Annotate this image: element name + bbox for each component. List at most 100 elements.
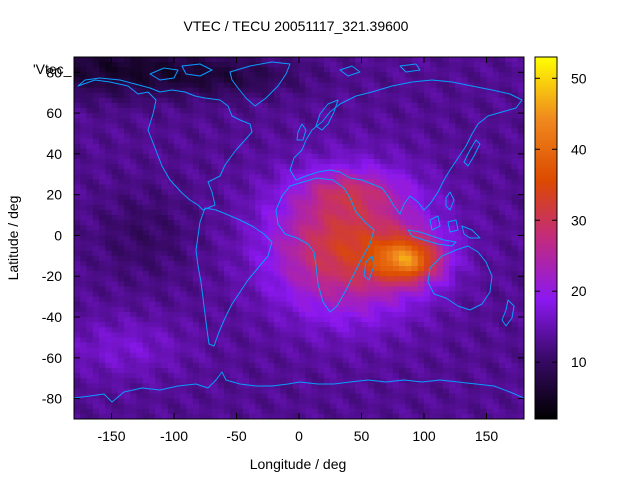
heatmap-cell xyxy=(99,194,106,201)
heatmap-cell xyxy=(492,403,500,410)
heatmap-cell xyxy=(292,194,300,201)
heatmap-cell xyxy=(499,97,506,104)
heatmap-cell xyxy=(111,123,119,129)
heatmap-cell xyxy=(492,107,500,114)
heatmap-cell xyxy=(124,194,131,201)
heatmap-cell xyxy=(461,189,469,196)
heatmap-cell xyxy=(149,342,156,349)
heatmap-cell xyxy=(286,352,294,359)
heatmap-cell xyxy=(349,204,356,211)
heatmap-cell xyxy=(274,138,281,145)
heatmap-cell xyxy=(74,153,81,160)
heatmap-cell xyxy=(224,128,231,135)
heatmap-cell xyxy=(405,347,413,354)
heatmap-cell xyxy=(499,352,506,359)
heatmap-cell xyxy=(224,62,231,68)
heatmap-cell xyxy=(499,164,506,170)
heatmap-cell xyxy=(274,368,281,374)
heatmap-cell xyxy=(317,403,325,410)
heatmap-cell xyxy=(292,67,300,73)
heatmap-cell xyxy=(86,245,94,252)
heatmap-cell xyxy=(499,311,506,318)
heatmap-cell xyxy=(517,153,524,160)
heatmap-cell xyxy=(317,138,325,145)
heatmap-cell xyxy=(267,97,275,104)
heatmap-cell xyxy=(486,97,494,104)
heatmap-cell xyxy=(392,87,400,94)
heatmap-cell xyxy=(305,342,313,349)
heatmap-cell xyxy=(430,393,438,400)
heatmap-cell xyxy=(86,169,94,175)
heatmap-cell xyxy=(230,72,238,78)
heatmap-cell xyxy=(355,113,363,119)
heatmap-cell xyxy=(517,357,524,364)
heatmap-cell xyxy=(336,62,344,68)
heatmap-cell xyxy=(74,403,81,410)
heatmap-cell xyxy=(517,62,524,68)
heatmap-cell xyxy=(380,337,388,344)
heatmap-cell xyxy=(236,123,244,129)
heatmap-cell xyxy=(249,209,256,216)
heatmap-cell xyxy=(492,281,500,288)
heatmap-cell xyxy=(180,286,188,293)
heatmap-cell xyxy=(499,107,506,114)
heatmap-cell xyxy=(255,342,263,349)
heatmap-cell xyxy=(105,215,113,221)
heatmap-cell xyxy=(155,138,163,145)
heatmap-cell xyxy=(180,174,188,180)
heatmap-cell xyxy=(217,164,225,170)
heatmap-cell xyxy=(480,138,488,145)
heatmap-cell xyxy=(436,281,444,288)
heatmap-cell xyxy=(124,199,131,206)
heatmap-cell xyxy=(330,245,338,252)
heatmap-cell xyxy=(74,383,81,390)
heatmap-cell xyxy=(311,393,319,400)
heatmap-cell xyxy=(105,148,113,155)
heatmap-cell xyxy=(311,240,319,247)
heatmap-cell xyxy=(117,179,125,186)
heatmap-cell xyxy=(486,250,494,257)
heatmap-cell xyxy=(430,113,438,119)
heatmap-cell xyxy=(386,301,394,308)
heatmap-cell xyxy=(211,164,219,170)
heatmap-cell xyxy=(305,153,313,160)
heatmap-cell xyxy=(361,332,369,339)
heatmap-cell xyxy=(292,301,300,308)
heatmap-cell xyxy=(205,189,213,196)
heatmap-cell xyxy=(305,67,313,73)
heatmap-cell xyxy=(367,199,375,206)
heatmap-cell xyxy=(236,138,244,145)
heatmap-cell xyxy=(386,403,394,410)
heatmap-cell xyxy=(305,337,313,344)
heatmap-cell xyxy=(336,92,344,99)
heatmap-cell xyxy=(386,291,394,298)
heatmap-cell xyxy=(192,276,200,282)
heatmap-cell xyxy=(486,118,494,124)
heatmap-cell xyxy=(180,230,188,237)
heatmap-cell xyxy=(111,97,119,104)
heatmap-cell xyxy=(480,113,488,119)
heatmap-cell xyxy=(180,138,188,145)
heatmap-cell xyxy=(349,362,356,369)
heatmap-cell xyxy=(130,311,138,318)
heatmap-cell xyxy=(161,347,169,354)
heatmap-cell xyxy=(180,291,188,298)
heatmap-cell xyxy=(211,209,219,216)
heatmap-cell xyxy=(399,67,406,73)
heatmap-cell xyxy=(305,362,313,369)
heatmap-cell xyxy=(342,357,350,364)
heatmap-cell xyxy=(342,327,350,333)
heatmap-cell xyxy=(399,271,406,277)
heatmap-cell xyxy=(242,138,250,145)
heatmap-cell xyxy=(286,204,294,211)
heatmap-cell xyxy=(430,276,438,282)
heatmap-cell xyxy=(80,240,88,247)
heatmap-cell xyxy=(367,148,375,155)
heatmap-cell xyxy=(380,82,388,89)
heatmap-cell xyxy=(492,72,500,78)
heatmap-cell xyxy=(436,230,444,237)
heatmap-cell xyxy=(499,342,506,349)
heatmap-cell xyxy=(217,332,225,339)
heatmap-cell xyxy=(480,82,488,89)
heatmap-cell xyxy=(317,235,325,242)
